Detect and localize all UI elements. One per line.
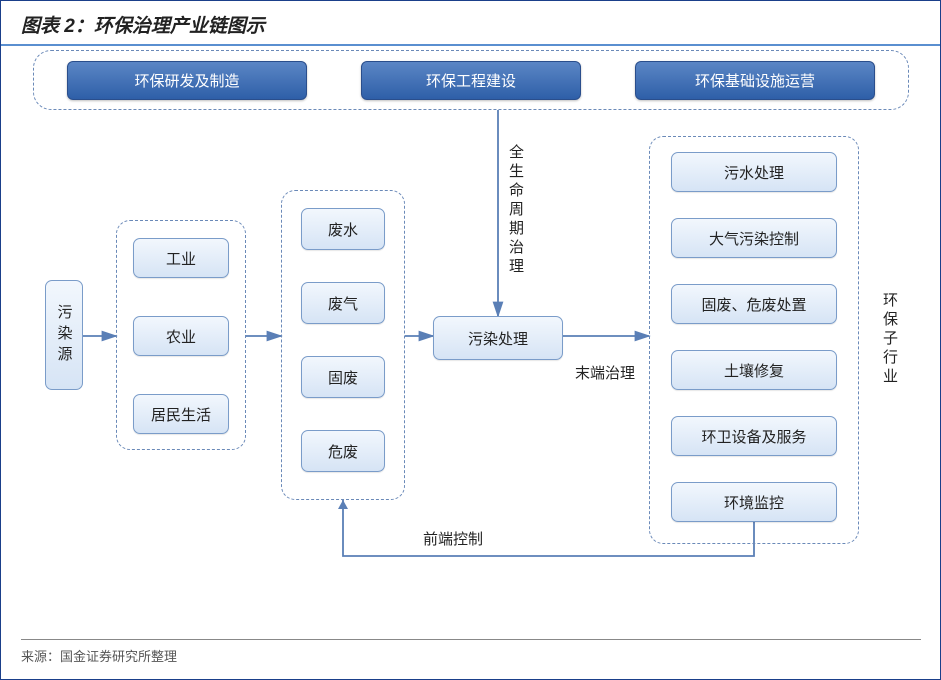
top-category-0: 环保研发及制造 — [67, 61, 307, 100]
figure-title-bar: 图表 2：环保治理产业链图示 — [1, 1, 940, 46]
figure-source: 来源：国金证券研究所整理 — [21, 639, 921, 665]
figure-title: 图表 2：环保治理产业链图示 — [21, 16, 265, 37]
label-lifecycle: 全生命周期治理 — [505, 144, 526, 277]
waste-type-item-2: 固废 — [301, 356, 385, 398]
waste-type-item-0: 废水 — [301, 208, 385, 250]
diagram-canvas: 环保研发及制造 环保工程建设 环保基础设施运营污染源 工业农业居民生活 废水废气固废危废… — [1, 46, 940, 636]
top-category-2: 环保基础设施运营 — [635, 61, 875, 100]
sub-industry-item-4: 环卫设备及服务 — [671, 416, 837, 456]
pollution-treatment-node: 污染处理 — [433, 316, 563, 360]
sub-industry-side-label: 环保子行业 — [879, 292, 900, 387]
top-category-1: 环保工程建设 — [361, 61, 581, 100]
waste-type-item-1: 废气 — [301, 282, 385, 324]
pollution-source-item-0: 工业 — [133, 238, 229, 278]
sub-industry-item-2: 固废、危废处置 — [671, 284, 837, 324]
sub-industry-item-1: 大气污染控制 — [671, 218, 837, 258]
label-end-treatment: 末端治理 — [575, 362, 635, 383]
sub-industry-item-5: 环境监控 — [671, 482, 837, 522]
label-front-control: 前端控制 — [423, 528, 483, 549]
waste-type-item-3: 危废 — [301, 430, 385, 472]
pollution-source-item-2: 居民生活 — [133, 394, 229, 434]
sub-industry-item-0: 污水处理 — [671, 152, 837, 192]
pollution-source-label: 污染源 — [45, 280, 83, 390]
pollution-source-item-1: 农业 — [133, 316, 229, 356]
top-category-group: 环保研发及制造 环保工程建设 环保基础设施运营 — [33, 50, 909, 110]
sub-industry-item-3: 土壤修复 — [671, 350, 837, 390]
